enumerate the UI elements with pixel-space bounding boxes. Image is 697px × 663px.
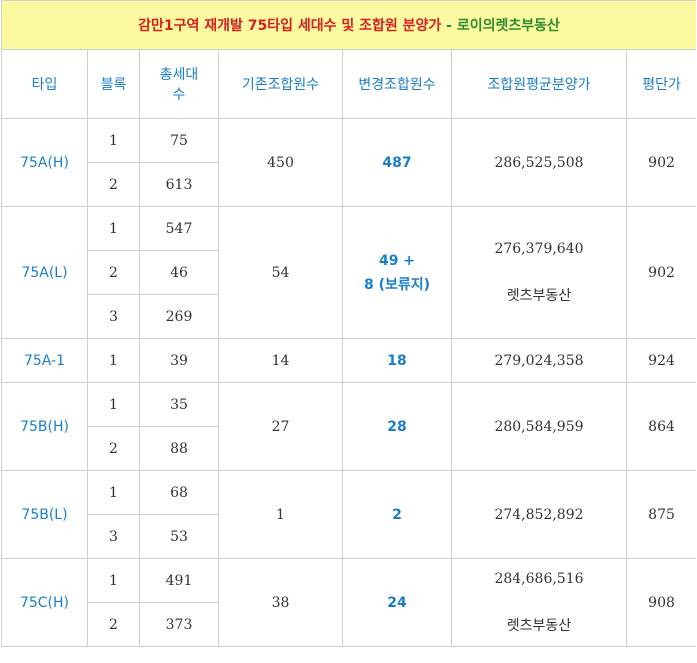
avg-price-cell: 286,525,508 <box>451 118 627 207</box>
type-cell: 75A(L) <box>1 206 88 339</box>
existing-members-cell: 1 <box>218 470 343 559</box>
avg-price-value: 276,379,640 <box>494 240 584 257</box>
type-cell: 75C(H) <box>1 558 88 647</box>
changed-members-cell: 2 <box>342 470 452 559</box>
units-cell: 88 <box>139 426 219 471</box>
units-cell: 373 <box>139 602 219 647</box>
table-row: 75B(H) 1 35 27 28 280,584,959 864 <box>1 382 696 471</box>
existing-members-cell: 38 <box>218 558 343 647</box>
avg-price-cell: 284,686,516 렛츠부동산 <box>451 558 627 647</box>
units-cell: 547 <box>139 206 219 251</box>
price-per-pyeong-cell: 902 <box>625 206 696 339</box>
header-existing-members: 기존조합원수 <box>218 49 343 119</box>
existing-members-cell: 54 <box>218 206 343 339</box>
table-row: 75A-1 1 39 14 18 279,024,358 924 <box>1 338 696 383</box>
block-cell: 1 <box>87 558 140 603</box>
changed-members-cell: 28 <box>342 382 452 471</box>
units-cell: 68 <box>139 470 219 515</box>
header-changed-members: 변경조합원수 <box>342 49 452 119</box>
table-row: 75C(H) 1 491 38 24 284,686,516 렛츠부동산 908 <box>1 558 696 647</box>
title-brand: 로이의렛츠부동산 <box>456 18 560 34</box>
table-row: 3 269 <box>2 294 697 339</box>
header-total-units-line1: 총세대 <box>159 67 199 83</box>
table-row: 3 53 <box>2 514 697 559</box>
block-cell: 3 <box>87 294 140 339</box>
block-cell: 1 <box>87 382 140 427</box>
block-cell: 1 <box>87 470 140 515</box>
units-cell: 269 <box>139 294 219 339</box>
units-cell: 35 <box>139 382 219 427</box>
price-per-pyeong-cell: 864 <box>625 382 696 471</box>
price-table: 감만1구역 재개발 75타입 세대수 및 조합원 분양가 - 로이의렛츠부동산 … <box>1 0 696 647</box>
changed-members-cell: 487 <box>342 118 452 207</box>
avg-price-value: 284,686,516 <box>494 570 584 587</box>
price-per-pyeong-cell: 875 <box>625 470 696 559</box>
avg-price-cell: 276,379,640 렛츠부동산 <box>451 206 627 339</box>
avg-price-cell: 279,024,358 <box>451 338 627 383</box>
table-row: 2 373 <box>2 602 697 647</box>
block-cell: 1 <box>87 206 140 251</box>
header-price-per-pyeong: 평단가 <box>625 49 696 119</box>
block-cell: 3 <box>87 514 140 559</box>
header-total-units-line2: 수 <box>172 87 186 103</box>
type-cell: 75A-1 <box>1 338 88 383</box>
block-cell: 1 <box>87 338 140 383</box>
block-cell: 2 <box>87 162 140 207</box>
units-cell: 491 <box>139 558 219 603</box>
header-type: 타입 <box>1 49 88 119</box>
changed-members-cell: 49 + 8 (보류지) <box>342 206 452 339</box>
table-title: 감만1구역 재개발 75타입 세대수 및 조합원 분양가 - 로이의렛츠부동산 <box>1 0 696 50</box>
price-per-pyeong-cell: 902 <box>625 118 696 207</box>
existing-members-cell: 27 <box>218 382 343 471</box>
price-per-pyeong-cell: 924 <box>625 338 696 383</box>
units-cell: 75 <box>139 118 219 163</box>
header-block: 블록 <box>87 49 140 119</box>
table-row: 2 46 <box>2 250 697 295</box>
header-avg-price: 조합원평균분양가 <box>451 49 627 119</box>
type-cell: 75B(H) <box>1 382 88 471</box>
table-row: 75A(L) 1 547 54 49 + 8 (보류지) 276,379,640 렛… <box>1 206 696 339</box>
existing-members-cell: 450 <box>218 118 343 207</box>
avg-price-cell: 280,584,959 <box>451 382 627 471</box>
changed-members-line2: 8 (보류지) <box>363 276 431 293</box>
changed-members-cell: 24 <box>342 558 452 647</box>
units-cell: 46 <box>139 250 219 295</box>
changed-members-line1: 49 + <box>378 252 416 269</box>
table-row: 75B(L) 1 68 1 2 274,852,892 875 <box>1 470 696 559</box>
title-sep: - <box>441 18 457 34</box>
existing-members-cell: 14 <box>218 338 343 383</box>
block-cell: 1 <box>87 118 140 163</box>
watermark-text: 렛츠부동산 <box>506 287 572 304</box>
table-row: 2 613 <box>2 162 697 207</box>
block-cell: 2 <box>87 426 140 471</box>
table-row: 2 88 <box>2 426 697 471</box>
changed-members-cell: 18 <box>342 338 452 383</box>
price-per-pyeong-cell: 908 <box>625 558 696 647</box>
watermark-text: 렛츠부동산 <box>506 617 572 634</box>
units-cell: 53 <box>139 514 219 559</box>
title-main: 감만1구역 재개발 75타입 세대수 및 조합원 분양가 <box>138 18 442 34</box>
type-cell: 75B(L) <box>1 470 88 559</box>
block-cell: 2 <box>87 250 140 295</box>
table-row: 75A(H) 1 75 450 487 286,525,508 902 <box>1 118 696 207</box>
type-cell: 75A(H) <box>1 118 88 207</box>
avg-price-cell: 274,852,892 <box>451 470 627 559</box>
units-cell: 39 <box>139 338 219 383</box>
units-cell: 613 <box>139 162 219 207</box>
block-cell: 2 <box>87 602 140 647</box>
